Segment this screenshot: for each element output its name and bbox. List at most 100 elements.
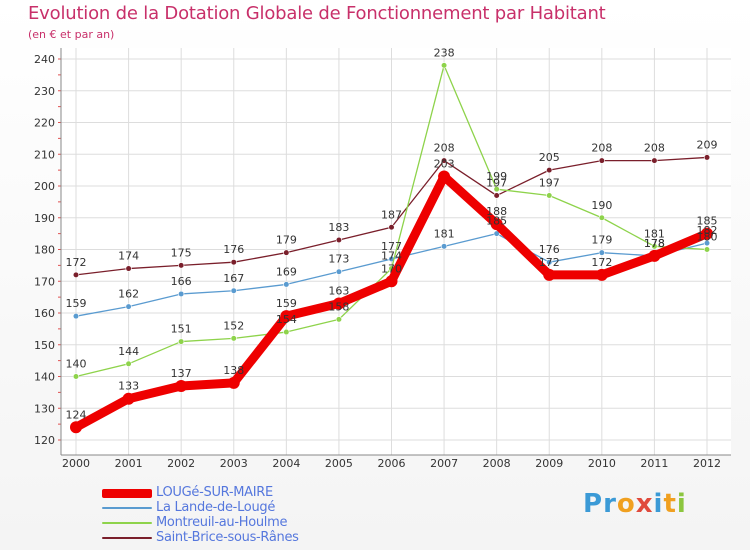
data-point <box>178 338 185 345</box>
y-tick-label: 130 <box>34 402 55 415</box>
y-tick-label: 210 <box>34 148 55 161</box>
data-label: 159 <box>66 297 87 310</box>
data-label: 176 <box>223 243 244 256</box>
data-point <box>178 262 185 269</box>
x-tick-label: 2002 <box>167 457 195 470</box>
data-point <box>438 170 451 183</box>
data-point <box>388 224 395 231</box>
data-label: 172 <box>66 256 87 269</box>
data-point <box>335 236 343 244</box>
y-tick-label: 170 <box>34 275 55 288</box>
data-label: 124 <box>66 408 87 421</box>
data-label: 179 <box>276 234 297 247</box>
y-tick-label: 160 <box>34 307 55 320</box>
data-point <box>70 421 82 434</box>
data-point <box>125 265 132 272</box>
y-tick-label: 120 <box>34 434 55 447</box>
x-tick-label: 2000 <box>62 457 90 470</box>
legend-label: Montreuil-au-Houlme <box>156 515 288 530</box>
data-point <box>283 249 290 256</box>
data-point <box>546 192 553 199</box>
data-label: 178 <box>644 237 665 250</box>
x-tick-label: 2008 <box>483 457 511 470</box>
legend-item-la-lande-de-lougé: La Lande-de-Lougé <box>102 501 275 515</box>
data-label: 177 <box>381 240 402 253</box>
data-point <box>703 246 711 253</box>
data-label: 238 <box>434 46 455 59</box>
data-label: 183 <box>328 221 349 234</box>
legend-label: Saint-Brice-sous-Rânes <box>156 530 299 545</box>
data-label: 179 <box>591 234 612 247</box>
legend-label: LOUGé-SUR-MAIRE <box>156 485 273 500</box>
x-tick-label: 2005 <box>325 457 353 470</box>
data-point <box>493 230 500 237</box>
data-label: 174 <box>381 250 402 263</box>
data-label: 162 <box>118 288 139 301</box>
y-tick-label: 220 <box>34 117 55 130</box>
data-label: 197 <box>539 177 560 190</box>
data-label: 172 <box>591 256 612 269</box>
data-point <box>230 287 237 294</box>
data-label: 208 <box>644 142 665 155</box>
x-tick-label: 2007 <box>430 457 458 470</box>
y-tick-label: 140 <box>34 371 55 384</box>
data-label: 159 <box>276 297 297 310</box>
legend-swatch <box>102 537 152 539</box>
data-label: 140 <box>66 358 87 371</box>
data-label: 172 <box>539 256 560 269</box>
data-label: 208 <box>591 142 612 155</box>
chart-title: Evolution de la Dotation Globale de Fonc… <box>28 3 606 24</box>
x-tick-label: 2010 <box>588 457 616 470</box>
data-point <box>703 154 711 161</box>
data-point <box>490 218 503 231</box>
legend-label: La Lande-de-Lougé <box>156 500 276 515</box>
data-label: 175 <box>171 246 192 259</box>
data-point <box>493 192 500 199</box>
data-point <box>283 281 290 288</box>
data-point <box>651 157 658 164</box>
data-label: 185 <box>697 215 718 228</box>
x-tick-label: 2009 <box>535 457 563 470</box>
data-label: 144 <box>118 345 139 358</box>
data-label: 173 <box>328 253 349 266</box>
data-point <box>595 268 608 281</box>
data-label: 180 <box>697 231 718 244</box>
data-point <box>280 310 293 323</box>
data-point <box>335 268 343 275</box>
data-point <box>598 249 605 256</box>
data-label: 158 <box>328 300 349 313</box>
data-label: 138 <box>223 364 244 377</box>
data-point <box>440 157 448 164</box>
proxiti-logo: Proxiti <box>583 489 687 519</box>
data-point <box>332 297 345 310</box>
data-point <box>546 259 553 266</box>
data-point <box>543 268 556 281</box>
data-point <box>440 243 448 250</box>
data-point <box>648 249 661 262</box>
data-label: 182 <box>697 224 718 237</box>
data-label: 199 <box>486 170 507 183</box>
data-point <box>230 335 237 342</box>
data-point <box>440 62 448 69</box>
data-label: 133 <box>118 380 139 393</box>
data-label: 167 <box>223 272 244 285</box>
data-label: 176 <box>539 243 560 256</box>
data-point <box>72 271 80 279</box>
data-point <box>175 380 188 393</box>
data-point <box>493 186 500 193</box>
data-point <box>335 316 343 323</box>
data-point <box>178 290 185 298</box>
x-tick-label: 2011 <box>640 457 668 470</box>
y-tick-label: 200 <box>34 180 55 193</box>
data-label: 170 <box>381 262 402 275</box>
data-point <box>122 392 135 405</box>
data-point <box>703 240 711 247</box>
data-point <box>546 167 553 174</box>
y-tick-label: 230 <box>34 85 55 98</box>
chart-subtitle: (en € et par an) <box>28 28 115 41</box>
legend-swatch <box>102 507 152 509</box>
y-tick-label: 190 <box>34 212 55 225</box>
data-label: 203 <box>434 157 455 170</box>
data-label: 169 <box>276 265 297 278</box>
